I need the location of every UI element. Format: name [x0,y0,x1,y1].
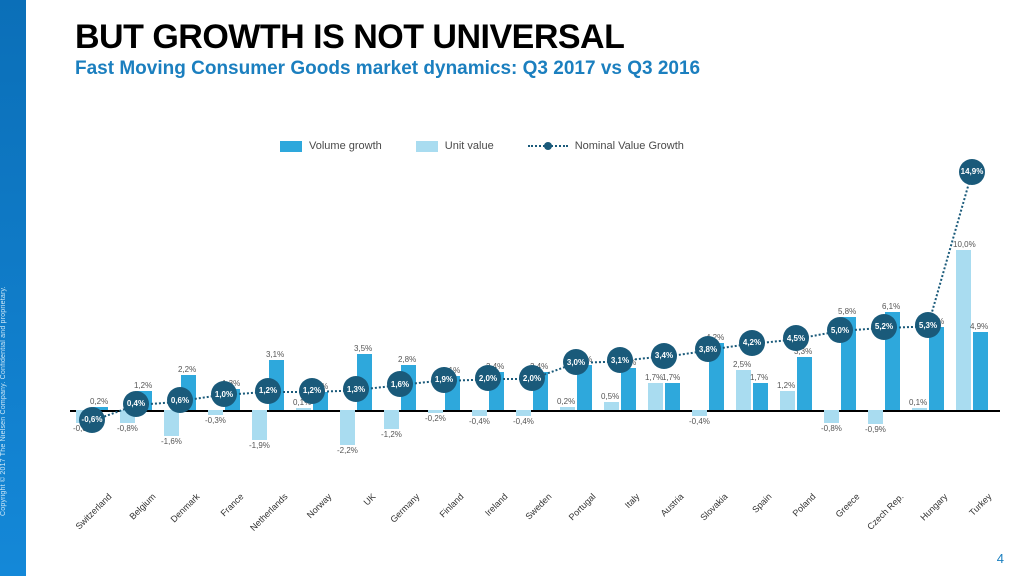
unit-value-label: -0,2% [425,414,446,423]
legend-volume: Volume growth [280,140,382,152]
slide-subtitle: Fast Moving Consumer Goods market dynami… [75,58,700,80]
nominal-dot: 1,6% [387,371,413,397]
volume-value-label: 1,7% [662,373,680,382]
nominal-dot: 5,3% [915,312,941,338]
legend-nominal: Nominal Value Growth [528,140,684,152]
unit-value-label: -0,3% [205,416,226,425]
unit-value-label: 1,7% [645,373,663,382]
nominal-dot: 1,3% [343,376,369,402]
nominal-dot: 3,0% [563,349,589,375]
volume-value-label: 2,8% [398,355,416,364]
nominal-dot: 0,6% [167,387,193,413]
legend-volume-label: Volume growth [309,140,382,152]
nominal-dot: 4,5% [783,325,809,351]
copyright-text: Copyright © 2017 The Nielsen Company. Co… [0,286,7,516]
slide-title: BUT GROWTH IS NOT UNIVERSAL [75,18,624,57]
legend-unit-label: Unit value [445,140,494,152]
nominal-dot: 4,2% [739,330,765,356]
nominal-dot: 3,8% [695,336,721,362]
unit-value-label: 0,5% [601,392,619,401]
unit-bar [516,410,531,416]
nominal-dot: 14,9% [959,159,985,185]
unit-value-label: 1,2% [777,381,795,390]
volume-bar [797,357,812,410]
unit-value-label: -1,6% [161,437,182,446]
unit-value-label: -0,9% [865,425,886,434]
nominal-dot: 3,4% [651,343,677,369]
legend-unit: Unit value [416,140,494,152]
unit-bar [428,410,443,413]
nominal-dot: -0,6% [79,407,105,433]
volume-value-label: 1,7% [750,373,768,382]
unit-bar [736,370,751,410]
volume-bar [973,332,988,410]
volume-value-label: 1,2% [134,381,152,390]
page-number: 4 [997,551,1004,566]
volume-bar [621,368,636,410]
nominal-dot: 1,2% [255,378,281,404]
nominal-dot: 1,2% [299,378,325,404]
unit-bar [208,410,223,415]
nominal-dot: 2,0% [475,365,501,391]
unit-bar [692,410,707,416]
volume-bar [929,327,944,410]
volume-value-label: 3,5% [354,344,372,353]
nominal-dot: 3,1% [607,347,633,373]
unit-value-label: 2,5% [733,360,751,369]
unit-value-label: -0,4% [469,417,490,426]
unit-value-label: -1,9% [249,441,270,450]
unit-bar [340,410,355,445]
volume-bar [753,383,768,410]
nominal-dot: 0,4% [123,391,149,417]
unit-value-label: -0,4% [513,417,534,426]
nominal-dot: 5,0% [827,317,853,343]
volume-bar [665,383,680,410]
unit-bar [780,391,795,410]
unit-bar [560,407,575,410]
unit-bar [296,408,311,410]
side-accent-bar: Copyright © 2017 The Nielsen Company. Co… [0,0,26,576]
unit-bar [648,383,663,410]
unit-value-label: -0,8% [117,424,138,433]
volume-value-label: 4,9% [970,322,988,331]
plot-area: -0,8%0,2%-0,6%-0,8%1,2%0,4%-1,6%2,2%0,6%… [70,170,1000,470]
fmcg-chart: Volume growth Unit value Nominal Value G… [70,130,1000,540]
unit-bar [604,402,619,410]
volume-value-label: 2,2% [178,365,196,374]
unit-bar [912,408,927,410]
unit-value-label: 0,2% [557,397,575,406]
nominal-dot: 1,9% [431,367,457,393]
volume-value-label: 3,1% [266,350,284,359]
unit-bar [384,410,399,429]
volume-value-label: 6,1% [882,302,900,311]
unit-value-label: -1,2% [381,430,402,439]
nominal-dot: 1,0% [211,381,237,407]
nominal-dot: 2,0% [519,365,545,391]
unit-value-label: -0,4% [689,417,710,426]
unit-value-label: 0,1% [909,398,927,407]
x-axis-labels: SwitzerlandBelgiumDenmarkFranceNetherlan… [70,475,1000,535]
unit-bar [868,410,883,424]
unit-value-label: -0,8% [821,424,842,433]
unit-value-label: 10,0% [953,240,976,249]
chart-legend: Volume growth Unit value Nominal Value G… [280,140,684,152]
unit-bar [472,410,487,416]
nominal-dot: 5,2% [871,314,897,340]
unit-bar [824,410,839,423]
volume-value-label: 5,8% [838,307,856,316]
volume-value-label: 0,2% [90,397,108,406]
legend-nominal-label: Nominal Value Growth [575,140,684,152]
unit-bar [956,250,971,410]
unit-value-label: -2,2% [337,446,358,455]
unit-bar [252,410,267,440]
unit-bar [164,410,179,436]
